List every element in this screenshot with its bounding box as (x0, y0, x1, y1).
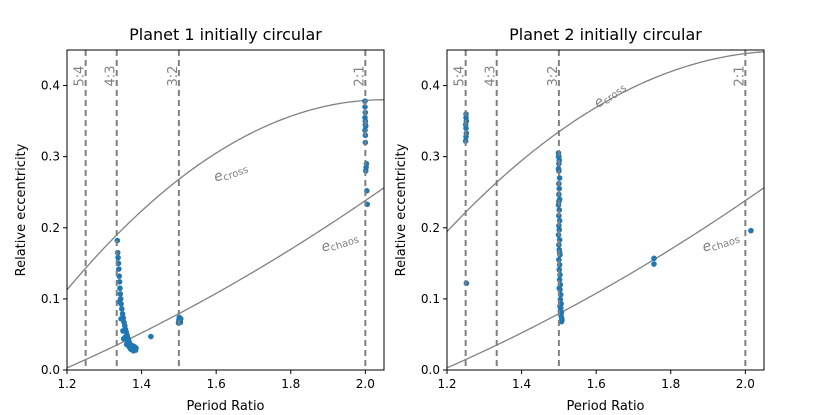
axes-frame (66, 49, 385, 371)
resonance-label: 3:2 (166, 66, 181, 87)
y-axis-label: Relative eccentricity (14, 143, 29, 276)
y-tick-label: 0.1 (41, 292, 60, 306)
curve-label-cross: ecross (591, 78, 629, 112)
y-tick-label: 0.1 (421, 292, 440, 306)
x-tick-label: 1.8 (281, 377, 300, 391)
y-tick-label: 0.3 (421, 150, 440, 164)
data-point (124, 340, 131, 346)
x-tick-label: 2.0 (736, 377, 755, 391)
curve-label-chaos: echaos (700, 229, 741, 257)
x-axis-label: Period Ratio (186, 399, 264, 414)
data-point (117, 285, 123, 292)
e-cross-curve (67, 99, 384, 291)
x-axis-label: Period Ratio (566, 399, 644, 414)
data-point (130, 348, 137, 354)
x-tick-label: 1.4 (512, 377, 531, 391)
x-tick-label: 1.2 (57, 377, 76, 391)
y-tick-label: 0.0 (421, 363, 440, 377)
y-tick-label: 0.4 (41, 79, 60, 93)
data-point (116, 273, 123, 279)
panel-1: 5:4 4:3 3:2 2:1 ecross echaos 1.2 1.4 1.6 1.8 2.0 0… (14, 25, 385, 414)
y-tick-label: 0.2 (41, 221, 60, 235)
e-cross-curve (447, 51, 764, 233)
data-point (651, 261, 657, 267)
resonance-label: 4:3 (484, 66, 499, 87)
data-point (463, 133, 469, 140)
data-point (116, 298, 123, 305)
x-tick-label: 2.0 (356, 377, 375, 391)
data-point (362, 104, 368, 110)
curve-label-chaos: echaos (319, 229, 360, 257)
data-point (116, 279, 123, 285)
data-point (556, 175, 563, 181)
data-point (119, 306, 125, 312)
resonance-label: 4:3 (104, 66, 119, 87)
plot-area (447, 51, 764, 369)
data-point (148, 333, 154, 340)
x-tick-label: 1.6 (587, 377, 606, 391)
data-point (556, 256, 562, 263)
chart-title: Planet 1 initially circular (129, 25, 322, 44)
resonance-label: 2:1 (732, 66, 747, 87)
resonance-label: 5:4 (453, 66, 468, 87)
y-tick-label: 0.2 (421, 221, 440, 235)
data-point (559, 317, 565, 324)
data-point (651, 255, 657, 262)
data-point (119, 311, 126, 317)
chart-title: Planet 2 initially circular (509, 25, 702, 44)
panel-2: 5:4 4:3 3:2 2:1 ecross echaos 1.2 1.4 1.6 1.8 2.0 0… (394, 25, 765, 414)
x-tick-label: 1.8 (661, 377, 680, 391)
e-chaos-curve (67, 187, 384, 369)
plot-area (67, 98, 384, 369)
data-point (122, 334, 128, 341)
data-point (463, 125, 469, 132)
curve-label-cross: ecross (212, 159, 250, 187)
y-tick-label: 0.3 (41, 150, 60, 164)
x-tick-label: 1.2 (437, 377, 456, 391)
axes-frame (446, 49, 765, 371)
data-point (120, 328, 126, 334)
data-point (556, 227, 563, 233)
data-point (556, 185, 563, 192)
e-chaos-curve (447, 187, 764, 369)
data-point (556, 285, 563, 292)
data-point (118, 316, 124, 322)
data-point (115, 254, 121, 261)
data-point (117, 291, 124, 297)
resonance-label: 3:2 (546, 66, 561, 87)
y-axis-label: Relative eccentricity (394, 143, 409, 276)
y-tick-label: 0.4 (421, 79, 440, 93)
resonance-label: 2:1 (352, 66, 367, 87)
data-point (748, 227, 754, 234)
y-tick-label: 0.0 (41, 363, 60, 377)
x-tick-label: 1.6 (207, 377, 226, 391)
x-tick-label: 1.4 (132, 377, 151, 391)
data-point (556, 266, 563, 273)
resonance-label: 5:4 (73, 66, 88, 87)
data-point (555, 153, 562, 160)
